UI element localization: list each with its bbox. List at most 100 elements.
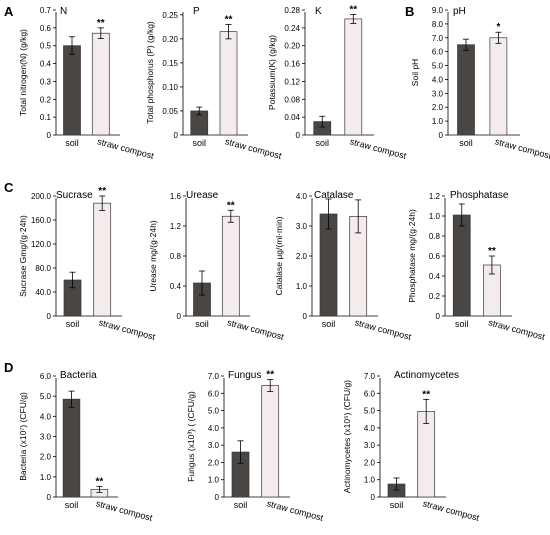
panel-letter-c: C	[4, 180, 14, 195]
chart-ph: pH 0 1.0 2.0 3.0 4.0 5.0 6.0 7.0 8.0 9.0 Soil pH soi…	[410, 6, 550, 161]
y-tick-label: 0.12	[284, 77, 300, 86]
chart-title: Fungus	[228, 370, 261, 381]
y-axis-label: Potassium(K) (g/kg)	[267, 35, 277, 110]
y-axis-label: Fungus (x10³) ( (CFU/g)	[186, 391, 196, 482]
y-tick-label: 1.0	[432, 117, 444, 126]
y-tick-label: 160.0	[31, 216, 52, 225]
chart-k: K 0 0.04 0.08 0.12 0.16 0.20 0.24 0.28 Potassium(…	[267, 4, 408, 161]
y-tick-label: 0	[296, 131, 301, 140]
y-tick-label: 6.0	[364, 389, 376, 398]
y-tick-label: 4.0	[364, 424, 376, 433]
y-tick-label: 0	[439, 131, 444, 140]
chart-title: Phosphatase	[450, 190, 509, 201]
y-tick-label: 4.0	[432, 75, 444, 84]
y-tick-label: 5.0	[364, 407, 376, 416]
y-axis-label: Urease mg/(g·24h)	[148, 220, 158, 292]
y-tick-label: 0.6	[40, 24, 52, 33]
y-tick-label: 0	[436, 312, 441, 321]
y-tick-label: 1.0	[364, 476, 376, 485]
panel-letter-b: B	[405, 4, 414, 19]
significance-mark: **	[227, 200, 235, 211]
y-tick-label: 0.4	[40, 60, 52, 69]
y-tick-label: 0.16	[284, 60, 300, 69]
y-tick-label: 0.10	[162, 83, 178, 92]
y-tick-label: 0.05	[162, 107, 178, 116]
y-tick-label: 7.0	[208, 372, 220, 381]
y-tick-label: 0.6	[429, 252, 441, 261]
bar-straw-compost	[91, 32, 110, 136]
y-tick-label: 6.0	[432, 48, 444, 57]
category-label: straw compost	[95, 498, 154, 523]
category-label: straw compost	[266, 498, 325, 523]
y-tick-label: 0.7	[40, 6, 52, 15]
significance-mark: **	[98, 186, 106, 197]
category-label: straw compost	[487, 317, 546, 342]
chart-title: Urease	[186, 190, 219, 201]
y-tick-label: 2.0	[208, 458, 220, 467]
chart-title: P	[193, 6, 200, 17]
significance-mark: **	[422, 389, 430, 400]
category-label: straw compost	[98, 317, 157, 342]
category-label: straw compost	[226, 317, 285, 342]
category-label: straw compost	[224, 136, 283, 161]
bar-straw-compost	[489, 37, 508, 136]
significance-mark: **	[225, 14, 233, 25]
chart-title: K	[315, 6, 322, 17]
y-tick-label: 1.6	[170, 192, 182, 201]
charts-group: N 0 0.1 0.2 0.3 0.4 0.5 0.6 0.7 Total nitrogen(N)…	[18, 4, 550, 523]
y-tick-label: 3.0	[40, 433, 52, 442]
y-tick-label: 0	[303, 312, 308, 321]
y-tick-label: 0.20	[284, 42, 300, 51]
bar-straw-compost	[417, 411, 436, 498]
category-label: soil	[66, 319, 80, 329]
y-axis-label: Catalase μg/(ml·min)	[274, 216, 284, 295]
chart-sucrase: Sucrase 0 40.0 80.0 120.0 160.0 200.0 Sucrase G…	[18, 186, 157, 342]
chart-fungus: Fungus 0 1.0 2.0 3.0 4.0 5.0 6.0 7.0 Fungus (x10³…	[186, 369, 325, 523]
y-tick-label: 0.4	[429, 272, 441, 281]
y-tick-label: 80.0	[35, 264, 51, 273]
bar-straw-compost	[344, 18, 363, 136]
y-tick-label: 3.0	[208, 441, 220, 450]
bar-soil	[452, 214, 471, 317]
chart-bacteria: Bacteria 0 1.0 2.0 3.0 4.0 5.0 6.0 Bacteria (x10…	[18, 370, 154, 523]
y-tick-label: 0.8	[429, 232, 441, 241]
chart-title: pH	[453, 6, 466, 17]
y-tick-label: 0.2	[40, 95, 52, 104]
y-axis-label: Total nitrogen(N) (g/kg)	[18, 29, 28, 116]
panel-letter-d: D	[4, 360, 13, 375]
chart-catalase: Catalase 0 1.0 2.0 3.0 4.0 Catalase μg/(ml·min…	[274, 190, 413, 342]
category-label: soil	[234, 500, 248, 510]
y-tick-label: 7.0	[432, 34, 444, 43]
bar-straw-compost	[93, 202, 112, 317]
y-tick-label: 0.24	[284, 24, 300, 33]
y-tick-label: 9.0	[432, 6, 444, 15]
category-label: soil	[322, 319, 336, 329]
y-axis-label: Bacteria (x10⁷) (CFU/g)	[18, 392, 28, 481]
y-axis-label: Actinomycetes (x10⁵) (CFU/g)	[342, 380, 352, 493]
y-tick-label: 0	[47, 493, 52, 502]
category-label: soil	[65, 138, 79, 148]
panel-letter-a: A	[4, 4, 14, 19]
category-label: soil	[459, 138, 473, 148]
y-tick-label: 3.0	[296, 222, 308, 231]
y-axis-label: Sucrase Gmg/(g·24h)	[18, 215, 28, 297]
y-tick-label: 6.0	[40, 372, 52, 381]
chart-phosphatase: Phosphatase 0 0.2 0.4 0.6 0.8 1.0 1.2 Phosphatas…	[407, 190, 546, 342]
category-label: straw compost	[354, 317, 413, 342]
bar-straw-compost	[221, 215, 240, 317]
chart-title: Catalase	[314, 190, 354, 201]
y-tick-label: 0.5	[40, 42, 52, 51]
y-tick-label: 0.1	[40, 113, 52, 122]
y-tick-label: 1.0	[208, 476, 220, 485]
chart-actinomycetes: Actinomycetes 0 1.0 2.0 3.0 4.0 5.0 6.0 7.0 Actin…	[342, 370, 481, 523]
category-label: soil	[390, 500, 404, 510]
chart-urease: Urease 0 0.4 0.8 1.2 1.6 Urease mg/(g·24h) soil…	[148, 190, 285, 342]
bar-soil	[62, 398, 81, 498]
y-tick-label: 200.0	[31, 192, 52, 201]
category-label: soil	[455, 319, 469, 329]
y-tick-label: 120.0	[31, 240, 52, 249]
y-tick-label: 1.0	[40, 473, 52, 482]
y-tick-label: 0.15	[162, 59, 178, 68]
chart-n: N 0 0.1 0.2 0.3 0.4 0.5 0.6 0.7 Total nitrogen(N)…	[18, 6, 155, 161]
y-tick-label: 0	[47, 131, 52, 140]
